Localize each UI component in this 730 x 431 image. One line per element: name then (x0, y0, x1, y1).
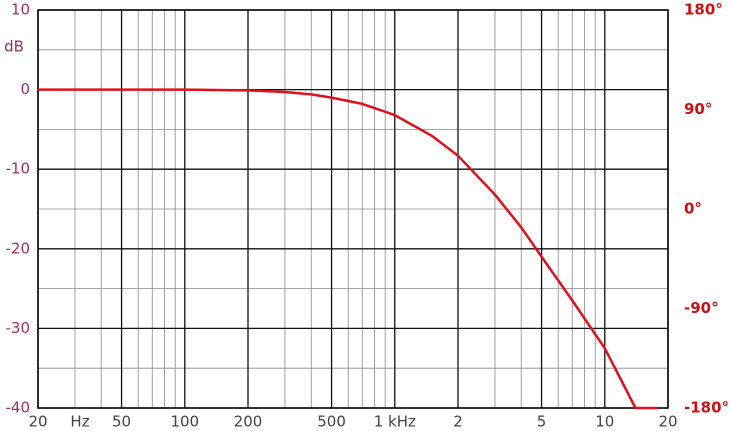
x-tick-label: 100 (170, 413, 199, 431)
y2-tick-label: -90° (684, 299, 719, 317)
x-tick-label: 2 (453, 413, 463, 431)
y2-tick-label: 90° (684, 100, 712, 118)
y-axis-label: dB (4, 38, 24, 56)
x-tick-label: 5 (537, 413, 547, 431)
plot-frame (37, 9, 669, 409)
y-tick-label: -20 (6, 239, 31, 257)
y2-tick-label: 180° (684, 1, 723, 19)
y-tick-label: 0 (20, 80, 30, 98)
y-tick-label: 10 (11, 1, 30, 19)
x-unit-label: Hz (70, 413, 89, 431)
x-tick-label: 10 (595, 413, 614, 431)
response-curve (38, 88, 659, 410)
y-tick-label: -10 (6, 160, 31, 178)
y-tick-label: -40 (6, 399, 31, 417)
y-tick-label: -30 (6, 319, 31, 337)
x-tick-label: 200 (234, 413, 263, 431)
x-tick-label: 50 (112, 413, 131, 431)
x-tick-label: 500 (317, 413, 346, 431)
y2-tick-label: 0° (684, 200, 702, 218)
x-tick-label: 20 (658, 413, 677, 431)
x-tick-label: 1 kHz (374, 413, 416, 431)
y2-tick-label: -180° (684, 399, 729, 417)
x-tick-label: 20 (28, 413, 47, 431)
